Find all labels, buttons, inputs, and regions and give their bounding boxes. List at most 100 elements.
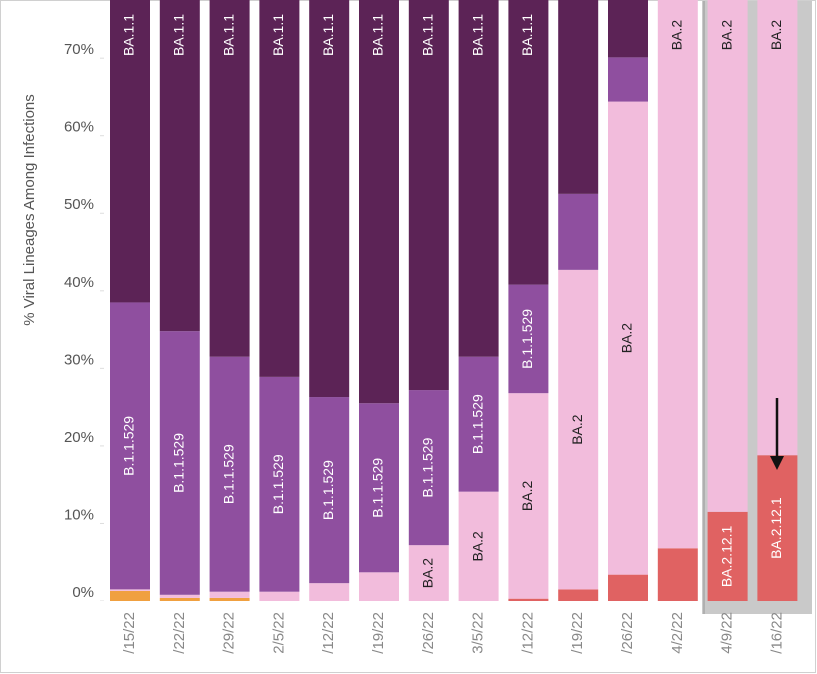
x-tick-label: /16/22 [768,612,785,654]
bar-segment [558,269,599,590]
bar-segment [757,0,798,456]
bar-segment [110,0,150,303]
segment-label: BA.1.1 [370,14,386,56]
bar-segment [508,393,549,599]
segment-label: BA.2 [569,414,585,445]
bar-segment [309,583,350,601]
segment-label: B.1.1.529 [469,394,485,454]
bar-segment [757,455,798,601]
x-tick-label: /26/22 [420,612,437,654]
x-tick-label: /22/22 [171,612,188,654]
segment-label: BA.2 [669,20,685,51]
segment-label: BA.1.1 [420,14,436,56]
x-tick-label: /26/22 [619,612,636,654]
bar-segment [458,491,499,601]
segment-label: B.1.1.529 [420,437,436,497]
bar-segment [608,574,648,601]
arrow-head [770,456,784,470]
x-tick-label: /12/22 [519,612,536,654]
x-tick-label: 2/5/22 [270,612,287,654]
labels: 0% 10% 20% 30% 40% 50% 60% 70% /15/22 B.1.1.529 BA… [64,14,785,654]
x-tick-label: /29/22 [221,612,238,654]
bar-segment [558,193,599,270]
y-tick-label: 30% [64,351,94,368]
annotation-arrow [770,398,784,470]
segment-label: BA.1.1 [320,14,336,56]
bar-segment [458,0,499,357]
y-tick-label: 0% [72,584,94,601]
bar-segment [209,356,250,592]
segment-label: B.1.1.529 [270,454,286,514]
bar-segment [657,0,698,549]
segment-label: B.1.1.529 [370,458,386,518]
segment-label: B.1.1.529 [121,416,137,476]
bar-segment [159,0,200,332]
segment-label: BA.2.12.1 [718,525,734,587]
x-tick-label: /12/22 [320,612,337,654]
bars [100,0,798,601]
y-tick-label: 70% [64,41,94,58]
bar-segment [408,390,449,546]
y-tick-label: 20% [64,429,94,446]
bar-segment [159,331,200,595]
y-tick-label: 50% [64,196,94,213]
bar-segment [110,302,150,590]
bar-segment [359,0,399,404]
segment-label: B.1.1.529 [320,460,336,520]
segment-label: BA.2 [469,531,485,562]
segment-label: BA.1.1 [270,14,286,56]
bar-segment [309,397,350,584]
x-tick-label: /15/22 [121,612,138,654]
x-tick-label: /19/22 [370,612,387,654]
segment-label: BA.1.1 [519,14,535,56]
segment-label: BA.2 [768,20,784,51]
bar-segment [209,0,250,357]
y-tick-label: 60% [64,119,94,136]
bar-segment [259,0,300,377]
bar-segment [209,591,250,598]
bar-segment [259,591,300,601]
x-tick-label: 4/9/22 [719,612,736,654]
bar-segment [458,356,499,492]
bar-segment [408,545,449,601]
bar-segment [408,0,449,391]
segment-label: B.1.1.529 [171,433,187,493]
segment-label: BA.2 [718,20,734,51]
y-tick-label: 40% [64,274,94,291]
bar-segment [608,101,648,575]
segment-label: BA.2 [420,558,436,589]
y-axis-label: % Viral Lineages Among Infections [21,94,38,326]
panel-edge [703,0,705,614]
bar-segment [508,598,549,601]
bar-segment [608,57,648,102]
segment-label: B.1.1.529 [220,444,236,504]
bar-segment [508,284,549,394]
bar-segment [707,511,748,601]
segment-label: BA.1.1 [171,14,187,56]
segment-label: BA.2 [619,323,635,354]
bar-segment [558,589,599,601]
x-tick-label: 4/2/22 [669,612,686,654]
bar-segment [259,376,300,592]
bar-segment [159,594,200,598]
bar-segment [110,590,150,601]
segment-label: B.1.1.529 [519,309,535,369]
bar-segment [608,0,648,58]
x-tick-label: /19/22 [569,612,586,654]
segment-label: BA.1.1 [220,14,236,56]
bar-segment [309,0,350,398]
bar-segment [359,572,399,601]
bar-segment [508,0,549,285]
x-tick-label: 3/5/22 [470,612,487,654]
segment-label: BA.1.1 [121,14,137,56]
bar-segment [558,0,599,194]
bar-segment [110,589,150,591]
bar-segment [209,597,250,601]
bar-segment [159,597,200,601]
segment-label: BA.2.12.1 [768,497,784,559]
y-tick-label: 10% [64,506,94,523]
bar-segment [359,403,399,573]
